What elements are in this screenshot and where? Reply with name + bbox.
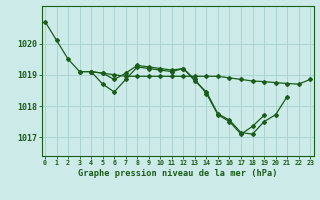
X-axis label: Graphe pression niveau de la mer (hPa): Graphe pression niveau de la mer (hPa) [78,169,277,178]
